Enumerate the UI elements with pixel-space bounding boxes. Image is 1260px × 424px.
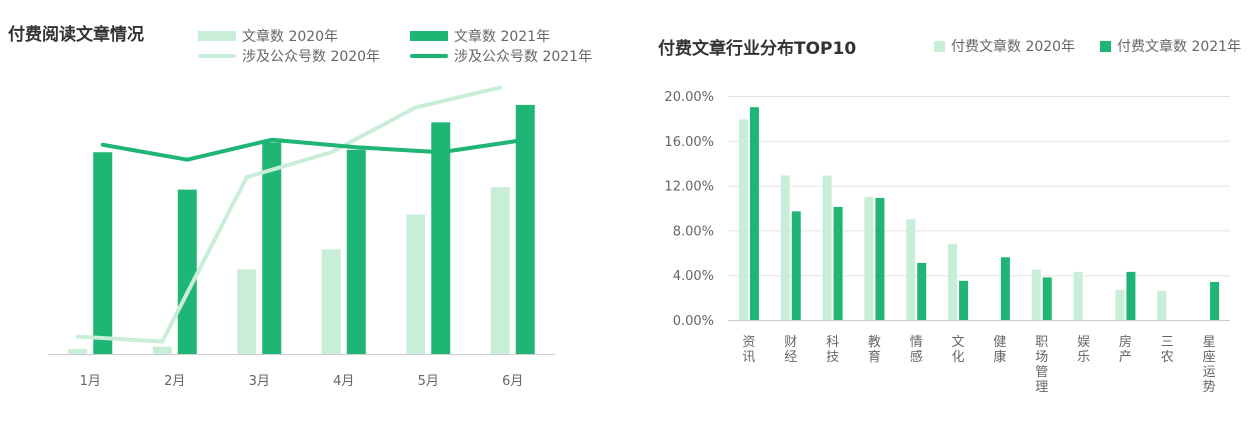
bar-2020-10 — [1115, 289, 1125, 320]
y-tick-5: 20.00% — [664, 90, 714, 105]
x-tick-2: 2月 — [164, 374, 185, 389]
bar-2021-6 — [515, 104, 535, 354]
y-tick-3: 12.00% — [664, 180, 714, 195]
legend-line-2020-label: 涉及公众号数 2020年 — [242, 49, 381, 65]
bar-2021-5 — [431, 122, 451, 354]
bar-2020-1 — [738, 119, 748, 321]
x-tick-2: 财经 — [784, 335, 797, 365]
bar-2020-2 — [152, 346, 172, 354]
bar-2021-2 — [177, 189, 197, 354]
bar-2020-1 — [68, 349, 88, 354]
bar-2020-11 — [1157, 290, 1167, 320]
left-chart-svg: 1月 2月 3月 4月 5月 6月 — [48, 85, 555, 389]
bar-2020-3 — [237, 269, 257, 354]
legend-line-2021-label: 涉及公众号数 2021年 — [454, 49, 593, 65]
bar-2021-3 — [262, 142, 282, 354]
legend-bar-2021-swatch — [410, 31, 448, 41]
bar-2020-8 — [1031, 269, 1041, 320]
legend-2021: 付费文章数 2021年 — [1100, 36, 1241, 56]
left-chart-title: 付费阅读文章情况 — [8, 25, 144, 45]
bar-2021-6 — [959, 280, 969, 320]
bar-2021-1 — [749, 107, 759, 320]
y-tick-1: 4.00% — [673, 269, 714, 284]
bar-2021-5 — [917, 262, 927, 320]
legend-line-2020-swatch — [198, 54, 236, 58]
x-tick-10: 房产 — [1119, 334, 1132, 365]
legend-2020-swatch — [934, 40, 945, 52]
line-2021 — [100, 137, 528, 162]
y-tick-2: 8.00% — [673, 224, 714, 239]
x-tick-4: 4月 — [333, 374, 354, 389]
legend-bar-2021-label: 文章数 2021年 — [454, 29, 551, 45]
bar-2021-3 — [833, 206, 843, 320]
bar-2020-6 — [948, 243, 958, 320]
bar-2021-10 — [1126, 271, 1136, 320]
x-tick-6: 文化 — [952, 335, 965, 365]
x-tick-7: 健康 — [993, 335, 1006, 365]
y-tick-4: 16.00% — [664, 135, 714, 150]
legend-line-2020: 涉及公众号数 2020年 — [198, 46, 380, 66]
x-tick-6: 6月 — [502, 374, 523, 389]
y-tick-0: 0.00% — [673, 314, 714, 329]
right-chart-title: 付费文章行业分布TOP10 — [658, 39, 857, 59]
x-tick-1: 1月 — [80, 374, 101, 389]
legend-2021-label: 付费文章数 2021年 — [1117, 39, 1242, 55]
bar-2020-4 — [321, 249, 341, 354]
bar-2020-2 — [780, 175, 790, 320]
x-tick-12: 星座运势 — [1203, 335, 1216, 395]
bar-2021-4 — [875, 197, 885, 320]
bar-2021-12 — [1210, 281, 1220, 320]
x-tick-8: 职场管理 — [1035, 335, 1048, 395]
left-chart-panel: 付费阅读文章情况 文章数 2020年 文章数 2021年 涉及公众号数 2020… — [0, 0, 620, 424]
legend-bar-2020: 文章数 2020年 — [198, 26, 338, 46]
x-tick-3: 3月 — [249, 374, 270, 389]
bar-2020-3 — [822, 175, 832, 320]
bar-2020-5 — [406, 214, 426, 354]
bar-2021-1 — [93, 152, 113, 354]
bar-2020-6 — [490, 187, 510, 354]
right-chart-svg: 0.00% 4.00% 8.00% 12.00% 16.00% 20.00% 资讯财经科技教… — [664, 90, 1230, 395]
bar-2020-5 — [906, 219, 916, 320]
legend-2020: 付费文章数 2020年 — [934, 36, 1075, 56]
bar-2021-7 — [1000, 257, 1010, 320]
legend-bar-2020-swatch — [198, 31, 236, 41]
bar-2020-9 — [1073, 271, 1083, 320]
line-2020 — [75, 85, 503, 344]
legend-bar-2021: 文章数 2021年 — [410, 26, 550, 46]
x-tick-5: 情感 — [910, 335, 923, 365]
x-tick-5: 5月 — [418, 374, 439, 389]
x-tick-3: 科技 — [826, 335, 839, 365]
x-tick-1: 资讯 — [742, 335, 755, 365]
bar-2020-4 — [864, 196, 874, 320]
legend-line-2021: 涉及公众号数 2021年 — [410, 46, 592, 66]
x-tick-11: 三农 — [1161, 335, 1174, 365]
x-tick-4: 教育 — [868, 334, 881, 365]
bar-2021-8 — [1042, 277, 1052, 320]
bar-2021-4 — [346, 149, 366, 354]
legend-bar-2020-label: 文章数 2020年 — [242, 29, 339, 45]
legend-2020-label: 付费文章数 2020年 — [951, 39, 1076, 55]
right-chart-panel: 付费文章行业分布TOP10 付费文章数 2020年 付费文章数 2021年 0.… — [640, 0, 1260, 424]
legend-2021-swatch — [1100, 40, 1111, 52]
x-tick-9: 娱乐 — [1077, 335, 1090, 365]
bar-2021-2 — [791, 211, 801, 320]
legend-line-2021-swatch — [410, 54, 448, 58]
